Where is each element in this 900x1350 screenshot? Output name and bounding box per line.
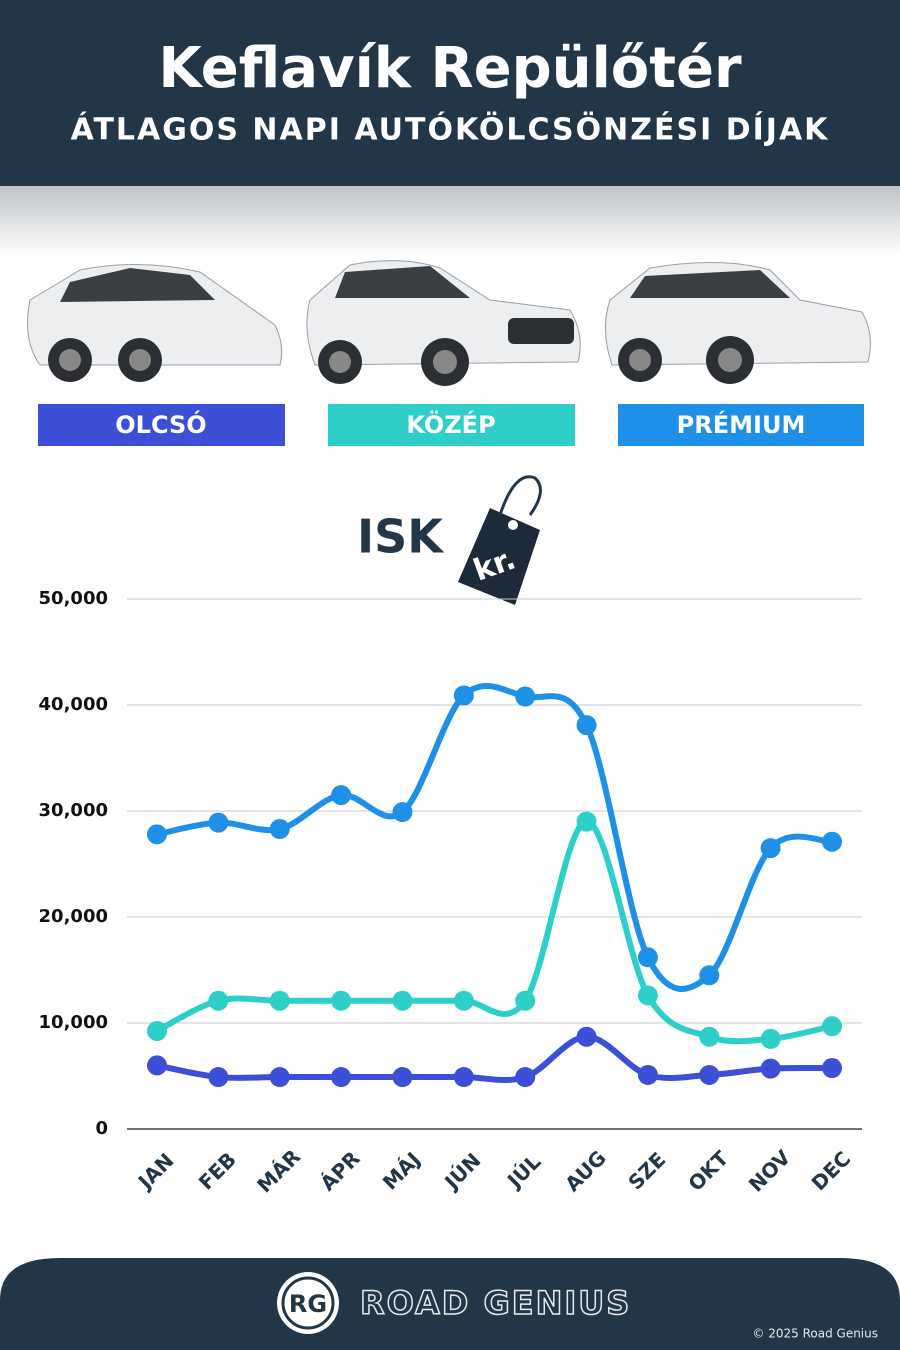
data-point <box>699 1026 720 1047</box>
y-tick-label: 30,000 <box>39 800 108 821</box>
tag-string <box>498 475 542 516</box>
data-point <box>453 1067 474 1088</box>
data-point <box>637 947 658 968</box>
price-tag <box>458 508 540 605</box>
data-point <box>147 1055 167 1076</box>
data-point <box>392 802 413 823</box>
copyright: © 2025 Road Genius <box>752 1327 878 1341</box>
car-economy <box>27 264 283 382</box>
header-band <box>0 0 900 186</box>
data-point <box>331 990 352 1011</box>
data-point <box>576 715 597 736</box>
title: Keflavík Repülőtér <box>158 36 742 101</box>
legend-label: KÖZÉP <box>406 409 495 439</box>
currency: ISK <box>357 510 445 564</box>
data-point <box>760 1058 781 1079</box>
data-point <box>331 1067 352 1088</box>
data-point <box>453 990 474 1011</box>
legend-label: PRÉMIUM <box>677 410 806 439</box>
legend-swatch <box>38 404 285 446</box>
data-point <box>147 824 167 845</box>
data-point <box>208 1067 229 1088</box>
data-point <box>699 965 720 986</box>
y-tick-label: 50,000 <box>39 588 108 609</box>
data-point <box>576 1026 597 1047</box>
y-tick-label: 20,000 <box>39 906 108 927</box>
brand: ROAD GENIUS <box>360 1284 631 1322</box>
data-point <box>515 990 536 1011</box>
data-point <box>760 838 781 859</box>
data-point <box>208 812 229 833</box>
car-mid <box>306 260 581 386</box>
data-point <box>822 1058 842 1079</box>
data-point <box>637 985 658 1006</box>
data-point <box>208 990 229 1011</box>
legend-label: OLCSÓ <box>115 409 206 439</box>
data-point <box>822 831 842 852</box>
data-point <box>760 1028 781 1049</box>
data-point <box>822 1016 842 1037</box>
data-point <box>269 819 290 840</box>
logo-text: RG <box>289 1290 327 1318</box>
data-point <box>392 990 413 1011</box>
data-point <box>699 1064 720 1085</box>
y-tick-label: 0 <box>95 1118 108 1139</box>
subtitle: ÁTLAGOS NAPI AUTÓKÖLCSÖNZÉSI DÍJAK <box>71 111 830 148</box>
car-premium <box>604 262 871 384</box>
data-point <box>331 785 352 806</box>
data-point <box>576 811 597 832</box>
y-tick-label: 10,000 <box>39 1012 108 1033</box>
data-point <box>269 990 290 1011</box>
data-point <box>392 1067 413 1088</box>
logo-circle <box>277 1272 339 1334</box>
tag-hole <box>508 520 518 530</box>
footer-band <box>0 1258 900 1350</box>
data-point <box>453 685 474 706</box>
legend-swatch <box>328 404 575 446</box>
data-point <box>637 1064 658 1085</box>
data-point <box>269 1067 290 1088</box>
legend-swatch <box>618 404 864 446</box>
data-point <box>515 686 536 707</box>
y-tick-label: 40,000 <box>39 694 108 715</box>
header-shade <box>0 186 900 256</box>
logo-ring <box>281 1276 335 1330</box>
data-point <box>147 1020 167 1041</box>
data-point <box>515 1067 536 1088</box>
